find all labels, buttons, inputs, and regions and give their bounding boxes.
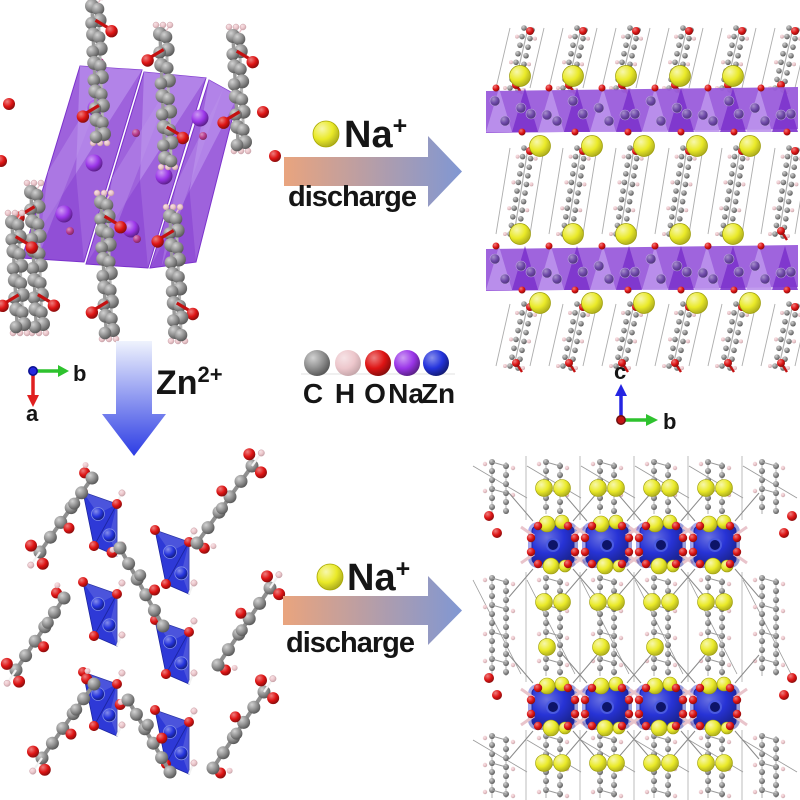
b-axis-arrowhead [646,414,658,426]
right-arrow [283,576,462,645]
axes-origin-dot [616,415,626,425]
zinc-sphere-icon [423,350,449,376]
carbon-sphere-icon [304,350,330,376]
top-discharge-label: discharge [288,181,417,213]
panel-discharged-sodium-layered-structure [486,25,800,373]
legend-label-zinc: Zn [421,378,455,409]
axes-indicator-cb: c b [614,359,676,434]
sodium-ion-icon [316,563,344,591]
axes-origin-dot [28,366,38,376]
legend-label-hydrogen: H [335,378,355,409]
b-axis-arrowhead [58,365,69,377]
b-axis-label: b [73,361,86,386]
top-ion-label: Na+ [344,112,407,156]
bottom-ion-label: Na+ [347,555,410,599]
a-axis-label: a [26,401,39,426]
top-discharge-arrow-group: Na+ discharge [284,112,462,213]
bottom-discharge-label: discharge [286,627,415,659]
legend-label-carbon: C [303,378,323,409]
right-arrow [284,136,462,207]
legend-label-sodium: Na [388,378,424,409]
a-axis-arrowhead [27,395,39,407]
hydrogen-sphere-icon [335,350,361,376]
panel-zinc-crystal-side-view [0,448,286,779]
c-axis-label: c [614,359,626,384]
sodium-sphere-icon [394,350,420,376]
bottom-discharge-arrow-group: Na+ discharge [283,555,462,659]
oxygen-sphere-icon [365,350,391,376]
panel-discharged-zinc-grid-structure [472,456,798,800]
c-axis-arrowhead [615,384,627,396]
sodium-ion-icon [312,120,340,148]
down-arrow [102,341,166,456]
b-axis-label: b [663,409,676,434]
panel-sodium-crystal-side-view [0,0,281,345]
atom-legend: C H O Na Zn [301,350,455,409]
axes-indicator-ab: b a [26,361,86,426]
zinc-arrow-group: Zn2+ [102,341,223,456]
legend-label-oxygen: O [364,378,386,409]
zinc-ion-label: Zn2+ [156,362,223,402]
